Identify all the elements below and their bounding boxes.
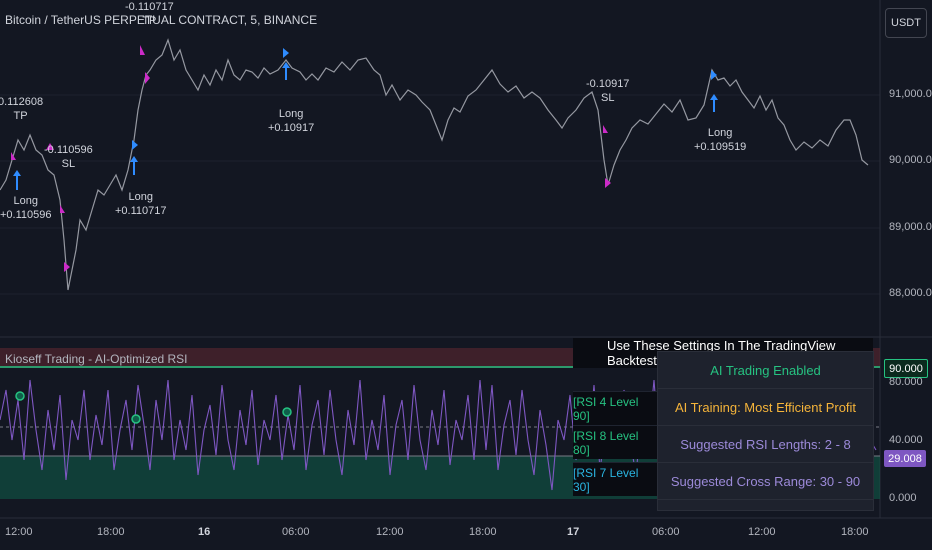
rsi-setting-label: [RSI 7 Level 30]: [573, 465, 639, 494]
trade-label-sl: -0.10917 SL: [586, 78, 630, 104]
time-axis-label: 06:00: [282, 526, 310, 538]
rsi-axis-label: 0.000: [889, 492, 917, 504]
time-axis-label: 06:00: [652, 526, 680, 538]
time-axis-label: 16: [198, 526, 211, 538]
trade-label-tp: 0.112608 TP: [0, 96, 44, 122]
trade-markers: [11, 45, 718, 272]
rsi-setting-label: [RSI 4 Level 90]: [573, 394, 639, 423]
price-line: [0, 38, 869, 291]
trade-label-long: Long +0.109519: [694, 127, 747, 153]
price-axis-label: 90,000.0: [889, 154, 932, 166]
signal-dot: [282, 407, 292, 417]
trade-label-long: Long +0.10917: [268, 108, 315, 134]
rsi-setting-row: [RSI 4 Level 90]: [573, 391, 657, 425]
rsi-axis-label: 80.000: [889, 376, 923, 388]
time-axis-label: 12:00: [376, 526, 404, 538]
time-axis-label: 12:00: [5, 526, 33, 538]
info-row-apply-note: *Apply These Suggestions In The Settings…: [658, 500, 873, 510]
info-row-ai-training: AI Training: Most Efficient Profit: [658, 389, 873, 426]
rsi-setting-row: [RSI 8 Level 80]: [573, 425, 657, 459]
signal-dot: [131, 414, 141, 424]
trade-label-long: Long +0.110596: [0, 195, 52, 221]
rsi-axis-label: 40.000: [889, 434, 923, 446]
time-axis-label: 18:00: [841, 526, 869, 538]
signal-dot: [15, 391, 25, 401]
trade-label-sl: -0.110596 SL: [44, 144, 93, 170]
trade-label-long: Long +0.110717: [115, 191, 167, 217]
price-axis-label: 91,000.0: [889, 88, 932, 100]
price-axis-label: 89,000.0: [889, 221, 932, 233]
rsi-setting-label: [RSI 8 Level 80]: [573, 428, 639, 457]
current-rsi-badge: 29.008: [884, 450, 926, 467]
symbol-title: Bitcoin / TetherUS PERPETUAL CONTRACT, 5…: [5, 13, 318, 27]
time-axis-label: 12:00: [748, 526, 776, 538]
info-row-ai-enabled: AI Trading Enabled: [658, 352, 873, 389]
indicator-title[interactable]: Kioseff Trading - AI-Optimized RSI: [5, 352, 188, 366]
time-axis-label: 18:00: [469, 526, 497, 538]
rsi-setting-row: [RSI 7 Level 30]: [573, 462, 657, 496]
currency-button[interactable]: USDT: [885, 8, 927, 38]
trade-label-tp: -0.110717 TP: [125, 1, 174, 27]
ai-info-panel: AI Trading Enabled AI Training: Most Eff…: [657, 351, 874, 511]
time-axis-label: 17: [567, 526, 580, 538]
info-row-rsi-lengths: Suggested RSI Lengths: 2 - 8: [658, 426, 873, 463]
upper-level-badge: 90.000: [884, 359, 928, 378]
info-row-cross-range: Suggested Cross Range: 30 - 90: [658, 463, 873, 500]
price-axis-label: 88,000.0: [889, 287, 932, 299]
time-axis-label: 18:00: [97, 526, 125, 538]
